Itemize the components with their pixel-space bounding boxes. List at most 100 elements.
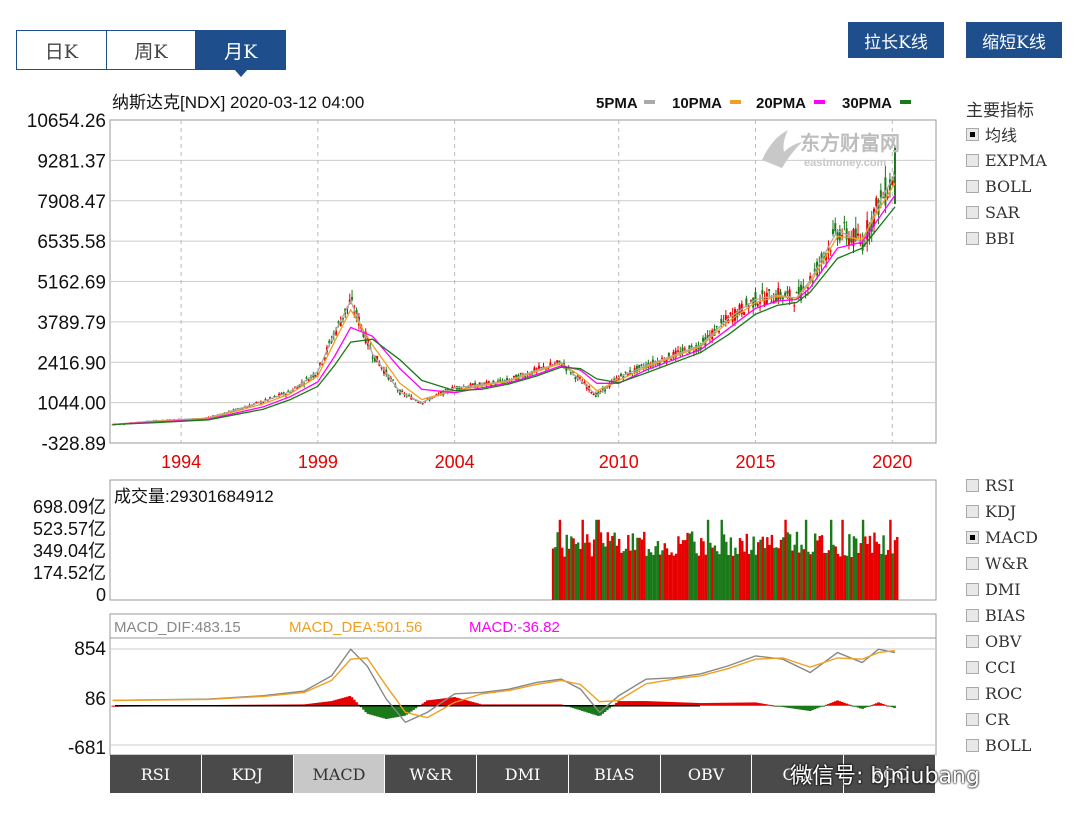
macd-hist-bar — [774, 705, 778, 707]
indicator-button-obv[interactable]: OBV — [660, 755, 753, 793]
sub-indicator-label: OBV — [985, 631, 1022, 651]
indicator-button-dmi[interactable]: DMI — [477, 755, 569, 793]
price-y-tick-label: 10654.26 — [27, 111, 106, 132]
checkbox-icon[interactable] — [966, 153, 979, 167]
volume-bar — [606, 532, 609, 600]
checkbox-icon[interactable] — [966, 127, 979, 141]
volume-bar — [820, 535, 824, 600]
checkbox-icon[interactable] — [966, 738, 979, 752]
lengthen-k-button[interactable]: 拉长K线 — [848, 22, 944, 58]
indicator-button-wr[interactable]: W&R — [385, 755, 478, 793]
macd-hist-bar — [747, 702, 750, 706]
candle-body — [487, 381, 490, 383]
sub-indicator-obv[interactable]: OBV — [966, 628, 1038, 654]
macd-hist-bar — [886, 705, 889, 707]
sub-indicator-rsi[interactable]: RSI — [966, 472, 1038, 498]
volume-bar — [784, 519, 787, 600]
candle-body — [854, 228, 857, 241]
macd-hist-bar — [330, 701, 333, 706]
tab-week-k[interactable]: 周K — [106, 31, 197, 69]
macd-hist-bar — [710, 702, 714, 706]
checkbox-icon[interactable] — [966, 179, 979, 193]
candle-body — [351, 297, 354, 300]
candle-body — [578, 377, 581, 379]
sub-indicator-wr[interactable]: W&R — [966, 550, 1038, 576]
checkbox-icon[interactable] — [966, 231, 979, 245]
checkbox-icon[interactable] — [966, 686, 979, 700]
volume-bar — [877, 543, 881, 600]
candle-body — [287, 390, 290, 392]
macd-hist-bar — [649, 701, 652, 706]
volume-bar — [861, 519, 865, 600]
candle-body — [111, 424, 114, 426]
volume-bar — [690, 531, 694, 600]
checkbox-icon[interactable] — [966, 478, 979, 492]
checkbox-icon[interactable] — [966, 608, 979, 622]
macd-hist-bar — [742, 702, 746, 706]
volume-bar — [834, 546, 837, 600]
volume-bar — [661, 550, 664, 600]
macd-hist-bar — [833, 701, 837, 706]
checkbox-icon[interactable] — [966, 712, 979, 726]
volume-bar — [827, 550, 831, 600]
volume-bar — [818, 535, 821, 600]
macd-hist-bar — [749, 702, 753, 706]
macd-hist-bar — [865, 705, 869, 708]
checkbox-icon[interactable] — [966, 660, 979, 674]
checkbox-icon[interactable] — [966, 556, 979, 570]
volume-bar — [868, 535, 872, 600]
volume-bar — [709, 542, 712, 600]
sub-indicator-kdj[interactable]: KDJ — [966, 498, 1038, 524]
indicator-button-cci[interactable]: CCI — [752, 755, 845, 793]
macd-hist-bar — [790, 705, 794, 709]
legend-swatch — [730, 100, 741, 104]
sub-indicator-bias[interactable]: BIAS — [966, 602, 1038, 628]
main-indicator-boll[interactable]: BOLL — [966, 173, 1047, 199]
macd-hist-bar — [631, 701, 634, 706]
main-indicator-bbi[interactable]: BBI — [966, 225, 1047, 251]
indicator-button-kdj[interactable]: KDJ — [201, 755, 294, 793]
sub-indicator-macd[interactable]: MACD — [966, 524, 1038, 550]
candle-body — [820, 253, 823, 263]
checkbox-icon[interactable] — [966, 530, 979, 544]
sub-indicator-cci[interactable]: CCI — [966, 654, 1038, 680]
volume-bar — [633, 549, 637, 600]
candle-body — [558, 360, 561, 363]
indicator-button-roc[interactable]: ROC — [844, 755, 937, 793]
macd-hist-bar — [893, 705, 896, 708]
checkbox-icon[interactable] — [966, 205, 979, 219]
volume-bar — [896, 536, 899, 600]
candle-body — [665, 359, 668, 363]
main-indicator-expma[interactable]: EXPMA — [966, 147, 1047, 173]
tab-day-k[interactable]: 日K — [17, 31, 107, 69]
checkbox-icon[interactable] — [966, 504, 979, 518]
macd-hist-bar — [309, 703, 313, 706]
sub-indicator-cr[interactable]: CR — [966, 706, 1038, 732]
checkbox-icon[interactable] — [966, 634, 979, 648]
volume-bar — [841, 519, 844, 600]
candle-body — [376, 355, 379, 363]
sub-indicator-dmi[interactable]: DMI — [966, 576, 1038, 602]
indicator-button-bias[interactable]: BIAS — [568, 755, 661, 793]
macd-hist-bar — [831, 702, 835, 706]
macd-hist-bar — [642, 701, 646, 706]
macd-hist-bar — [838, 701, 842, 706]
macd-hist-bar — [373, 705, 377, 716]
macd-hist-bar — [674, 702, 678, 706]
sub-indicator-roc[interactable]: ROC — [966, 680, 1038, 706]
main-indicator-sar[interactable]: SAR — [966, 199, 1047, 225]
indicator-button-macd[interactable]: MACD — [293, 755, 386, 793]
checkbox-icon[interactable] — [966, 582, 979, 596]
main-indicator-均线[interactable]: 均线 — [966, 121, 1047, 147]
tab-month-k[interactable]: 月K — [196, 31, 286, 77]
candle-body — [316, 373, 319, 375]
shorten-k-button[interactable]: 缩短K线 — [966, 22, 1062, 58]
macd-hist-bar — [316, 702, 320, 706]
macd-hist-bar — [836, 700, 839, 706]
macd-y-tick-label: -681 — [68, 738, 106, 759]
macd-hist-bar — [854, 705, 858, 707]
indicator-button-rsi[interactable]: RSI — [110, 755, 202, 793]
macd-hist-bar — [765, 704, 769, 706]
sub-indicator-boll[interactable]: BOLL — [966, 732, 1038, 758]
volume-bar — [590, 556, 594, 600]
